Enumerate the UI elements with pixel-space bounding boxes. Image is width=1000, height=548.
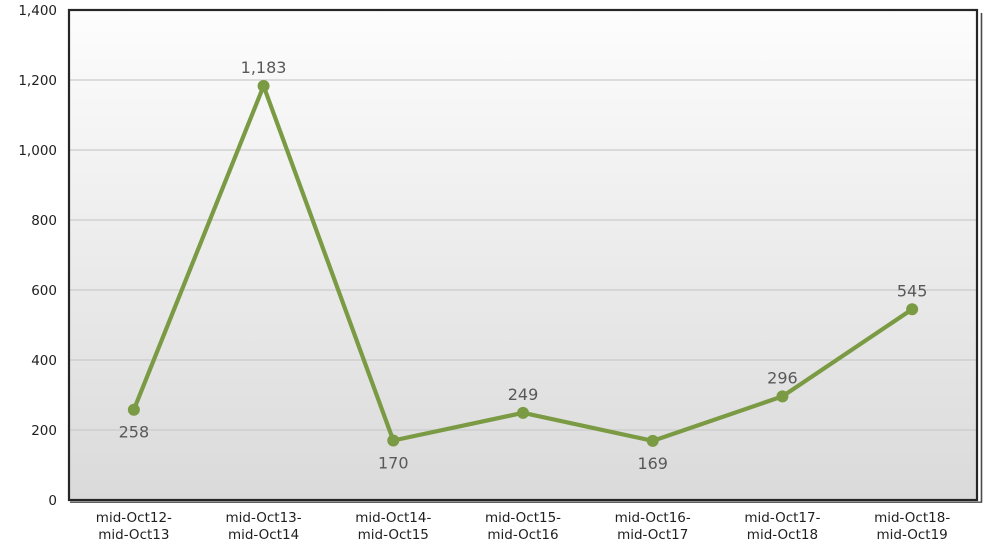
x-axis-category-label: mid-Oct12-mid-Oct13 (96, 510, 172, 543)
y-axis-tick-label: 400 (31, 353, 57, 369)
y-axis-tick-label: 1,400 (18, 3, 57, 19)
data-point-label: 258 (119, 423, 150, 442)
data-point-marker (517, 406, 529, 419)
data-point-marker (646, 434, 659, 447)
data-point-label: 1,183 (241, 58, 287, 77)
data-point-label: 170 (378, 454, 409, 473)
y-axis-tick-label: 1,000 (18, 143, 57, 159)
data-point-marker (127, 403, 140, 416)
data-point-marker (257, 79, 270, 92)
x-axis-category-label: mid-Oct17-mid-Oct18 (744, 510, 820, 543)
data-point-label: 169 (637, 454, 668, 473)
plot-border (67, 8, 979, 502)
y-axis-tick-label: 0 (48, 493, 57, 509)
x-axis-category-label: mid-Oct16-mid-Oct17 (615, 510, 691, 543)
plot-area (69, 10, 977, 500)
y-axis-tick-label: 200 (31, 423, 57, 439)
data-point-label: 249 (508, 385, 539, 404)
x-axis-category-label: mid-Oct13-mid-Oct14 (226, 510, 302, 543)
x-axis-category-label: mid-Oct15-mid-Oct16 (485, 510, 561, 543)
x-axis-category-label: mid-Oct18-mid-Oct19 (874, 510, 950, 543)
data-point-marker (387, 434, 400, 447)
x-axis-category-label: mid-Oct14-mid-Oct15 (355, 510, 431, 543)
data-point-label: 296 (767, 368, 798, 387)
y-axis-tick-label: 1,200 (18, 73, 57, 89)
data-point-marker (906, 303, 919, 316)
data-point-label: 545 (897, 281, 928, 300)
data-point-marker (776, 390, 789, 403)
y-axis-tick-label: 600 (31, 283, 57, 299)
y-axis-tick-label: 800 (31, 213, 57, 229)
